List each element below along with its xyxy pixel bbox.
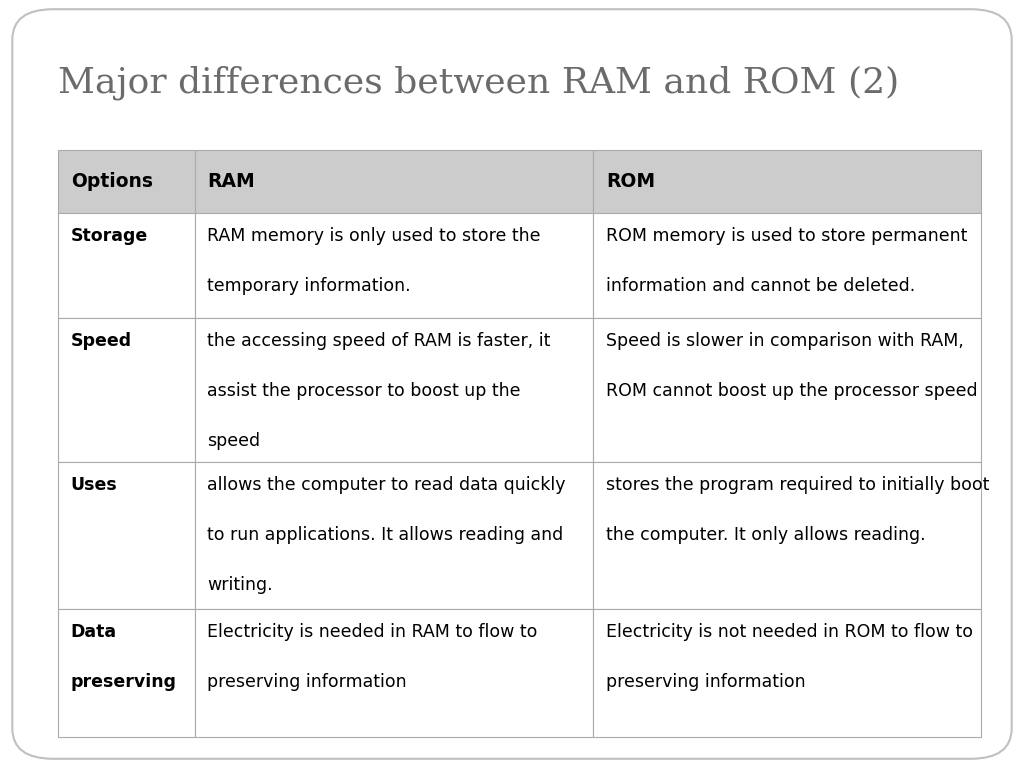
Text: Electricity is not needed in ROM to flow to

preserving information: Electricity is not needed in ROM to flow… [606, 623, 973, 691]
Bar [195, 462, 594, 609]
Bar [594, 150, 981, 214]
Text: Speed: Speed [71, 332, 132, 350]
Bar [195, 214, 594, 318]
Text: RAM: RAM [207, 172, 255, 191]
Text: Data

preserving: Data preserving [71, 623, 177, 691]
Bar [58, 318, 195, 462]
Bar [195, 150, 594, 214]
FancyBboxPatch shape [12, 9, 1012, 759]
Text: Uses: Uses [71, 475, 118, 494]
Text: Major differences between RAM and ROM (2): Major differences between RAM and ROM (2… [58, 65, 900, 100]
Bar [195, 318, 594, 462]
Bar [594, 462, 981, 609]
Text: Speed is slower in comparison with RAM,

ROM cannot boost up the processor speed: Speed is slower in comparison with RAM, … [606, 332, 977, 400]
Text: ROM memory is used to store permanent

information and cannot be deleted.: ROM memory is used to store permanent in… [606, 227, 967, 295]
Bar [594, 609, 981, 737]
Bar [58, 609, 195, 737]
Text: Storage: Storage [71, 227, 147, 245]
Bar [594, 214, 981, 318]
Text: stores the program required to initially boot

the computer. It only allows read: stores the program required to initially… [606, 475, 989, 544]
Bar [594, 318, 981, 462]
Bar [195, 609, 594, 737]
Text: the accessing speed of RAM is faster, it

assist the processor to boost up the

: the accessing speed of RAM is faster, it… [207, 332, 551, 450]
Text: Electricity is needed in RAM to flow to

preserving information: Electricity is needed in RAM to flow to … [207, 623, 538, 691]
Bar [58, 150, 195, 214]
Bar [58, 462, 195, 609]
Bar [58, 214, 195, 318]
Text: allows the computer to read data quickly

to run applications. It allows reading: allows the computer to read data quickly… [207, 475, 565, 594]
Text: ROM: ROM [606, 172, 655, 191]
Text: Options: Options [71, 172, 153, 191]
Text: RAM memory is only used to store the

temporary information.: RAM memory is only used to store the tem… [207, 227, 541, 295]
